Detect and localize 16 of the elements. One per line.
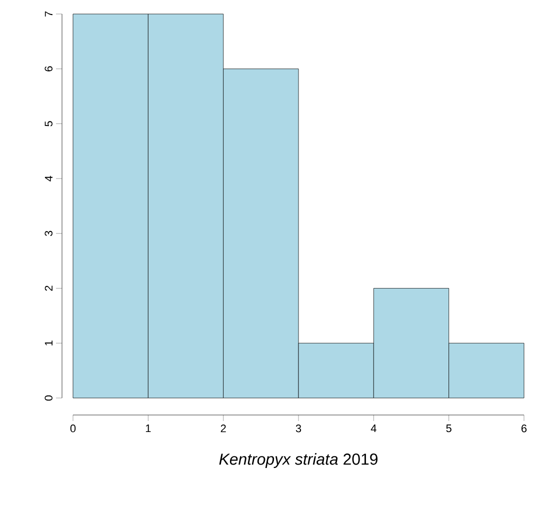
x-axis-title: Kentropyx striata 2019 — [219, 453, 378, 468]
x-tick-label: 4 — [370, 424, 376, 432]
x-tick-label: 5 — [446, 424, 452, 432]
y-tick-label: 0 — [44, 395, 52, 401]
x-tick-label: 1 — [146, 424, 151, 432]
x-tick-label: 3 — [296, 424, 302, 432]
y-tick-label: 3 — [44, 230, 52, 236]
y-tick-label: 1 — [44, 340, 52, 346]
x-tick-label: 2 — [220, 424, 226, 432]
y-tick-label: 4 — [44, 176, 52, 182]
y-tick-label: 6 — [44, 66, 52, 72]
y-tick-label: 5 — [44, 121, 52, 126]
y-tick-label: 7 — [44, 11, 52, 16]
x-tick-label: 6 — [522, 424, 527, 432]
x-tick-label: 0 — [70, 424, 76, 432]
y-tick-label: 2 — [44, 286, 52, 291]
